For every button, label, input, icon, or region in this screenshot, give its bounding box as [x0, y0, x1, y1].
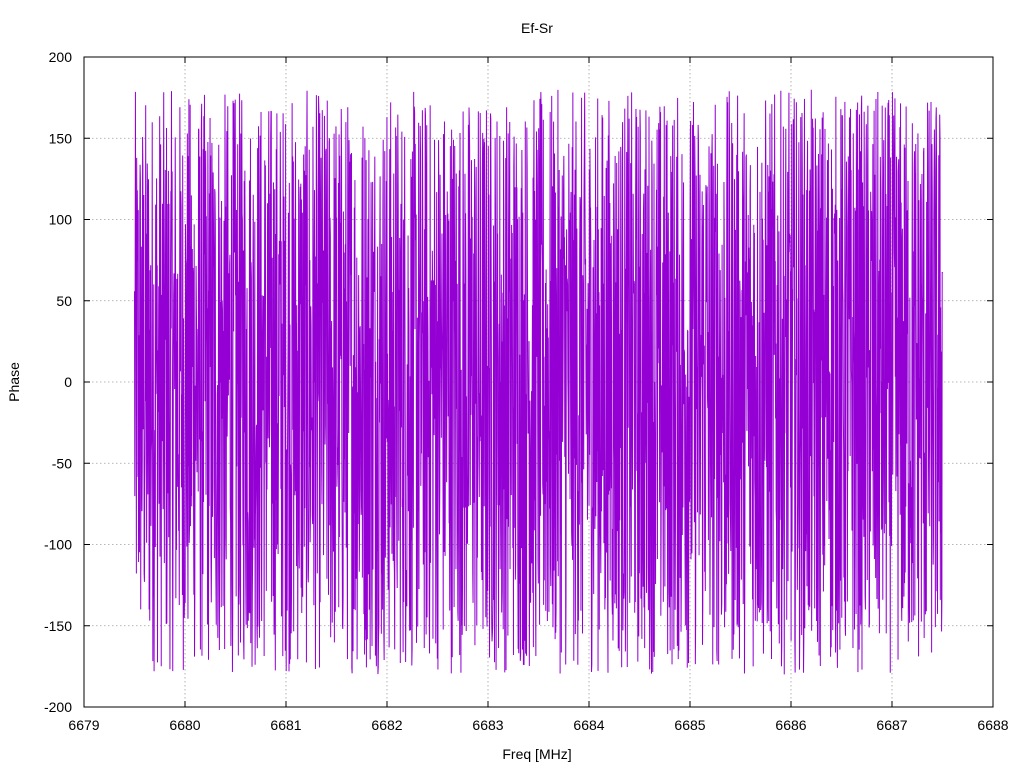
x-tick-label: 6680	[169, 717, 200, 733]
y-tick-label: 50	[56, 293, 72, 309]
x-tick-label: 6679	[68, 717, 99, 733]
x-axis-label: Freq [MHz]	[502, 746, 571, 762]
y-axis-label: Phase	[6, 362, 22, 402]
x-tick-label: 6683	[472, 717, 503, 733]
x-tick-label: 6684	[573, 717, 604, 733]
phase-series-line	[134, 89, 943, 675]
x-axis-ticks: 6679 6680 6681 6682 6683 6684 6685 6686 6687 6688	[68, 57, 1009, 733]
y-axis-ticks: -200 -150 -100 -50 0 50 100 150 200	[44, 49, 993, 715]
y-tick-label: 0	[64, 374, 72, 390]
x-tick-label: 6685	[674, 717, 705, 733]
y-tick-label: -100	[44, 537, 72, 553]
y-tick-label: -150	[44, 618, 72, 634]
x-tick-label: 6686	[775, 717, 806, 733]
x-tick-label: 6682	[371, 717, 402, 733]
series-phase	[134, 89, 943, 675]
x-tick-label: 6688	[977, 717, 1008, 733]
y-tick-label: -200	[44, 699, 72, 715]
y-tick-label: 150	[49, 130, 73, 146]
y-tick-label: 100	[49, 212, 73, 228]
x-tick-label: 6687	[876, 717, 907, 733]
y-tick-label: 200	[49, 49, 73, 65]
chart-title: Ef-Sr	[521, 20, 553, 36]
y-tick-label: -50	[52, 455, 72, 471]
x-tick-label: 6681	[270, 717, 301, 733]
